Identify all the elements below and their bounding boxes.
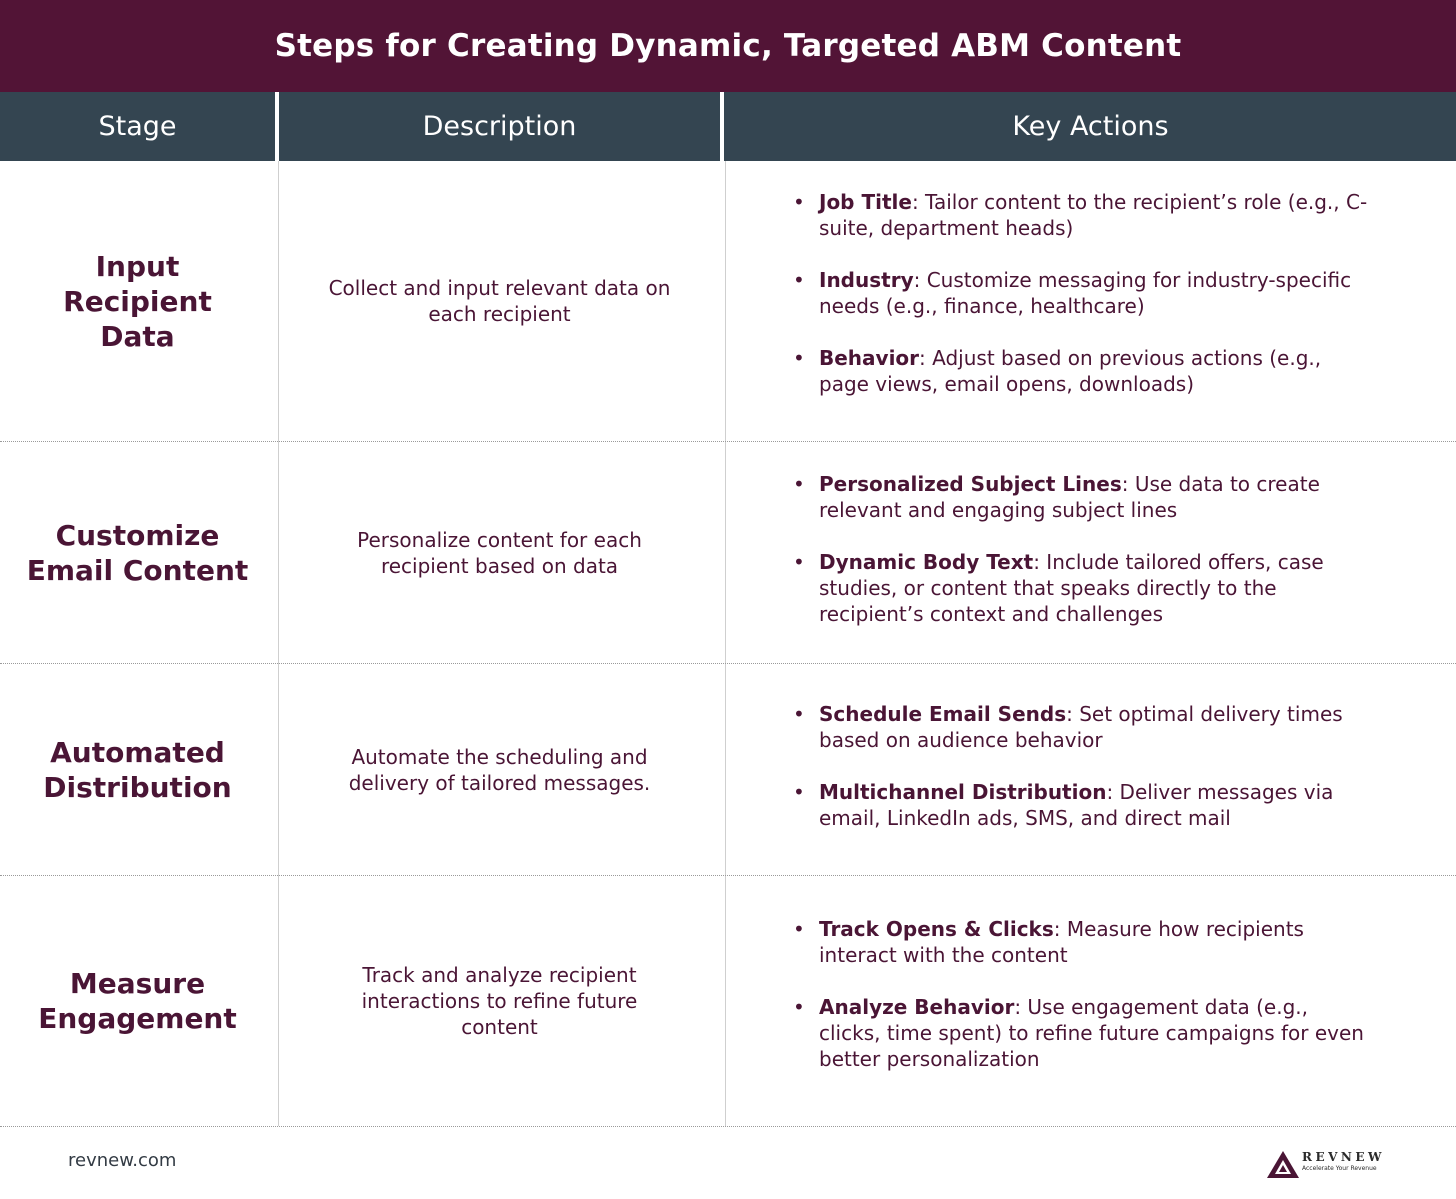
header-description: Description	[422, 111, 577, 142]
key-action-text: Analyze Behavior: Use engagement data (e…	[819, 994, 1373, 1072]
bullet-icon: •	[793, 780, 805, 804]
stage-label-line: Customize	[55, 518, 220, 552]
key-action-item: • Behavior: Adjust based on previous act…	[793, 345, 1373, 397]
key-action-item: • Multichannel Distribution: Deliver mes…	[793, 779, 1373, 831]
key-action-detail: : Use engagement data (e.g., clicks, tim…	[819, 995, 1364, 1071]
bullet-icon: •	[793, 346, 805, 370]
key-action-term: Schedule Email Sends	[819, 702, 1067, 726]
stage-label: Input Recipient Data	[23, 249, 253, 354]
stage-label-line: Email Content	[26, 553, 249, 587]
key-action-item: • Industry: Customize messaging for indu…	[793, 267, 1373, 319]
description-cell: Personalize content for each recipient b…	[279, 442, 720, 663]
table-header: Stage Description Key Actions	[0, 92, 1456, 161]
key-action-text: Job Title: Tailor content to the recipie…	[819, 189, 1373, 241]
stage-label-line: Distribution	[43, 770, 232, 804]
key-action-term: Dynamic Body Text	[819, 550, 1034, 574]
key-action-term: Multichannel Distribution	[819, 780, 1107, 804]
key-action-term: Track Opens & Clicks	[819, 917, 1054, 941]
header-key-actions: Key Actions	[1012, 111, 1169, 142]
footer-url[interactable]: revnew.com	[68, 1150, 177, 1171]
stage-cell: Input Recipient Data	[0, 161, 275, 441]
key-action-term: Behavior	[819, 346, 920, 370]
key-action-term: Industry	[819, 268, 914, 292]
stage-cell: Customize Email Content	[0, 442, 275, 663]
table-row: Input Recipient Data Collect and input r…	[0, 161, 1456, 441]
key-action-term: Personalized Subject Lines	[819, 472, 1122, 496]
logo-wordmark: REVNEW	[1302, 1150, 1386, 1164]
description-cell: Automate the scheduling and delivery of …	[279, 664, 720, 875]
bullet-icon: •	[793, 702, 805, 726]
stage-label-line: Input	[95, 249, 180, 283]
row-divider	[0, 663, 1456, 664]
key-actions-list: • Schedule Email Sends: Set optimal deli…	[793, 701, 1373, 831]
key-action-text: Industry: Customize messaging for indust…	[819, 267, 1373, 319]
revnew-logo: REVNEW Accelerate Your Revenue	[1266, 1149, 1396, 1181]
key-actions-list: • Job Title: Tailor content to the recip…	[793, 189, 1373, 397]
key-action-detail: : Deliver messages via email, LinkedIn a…	[819, 780, 1334, 830]
key-action-item: • Schedule Email Sends: Set optimal deli…	[793, 701, 1373, 753]
column-divider	[278, 161, 279, 1126]
description-cell: Track and analyze recipient interactions…	[279, 876, 720, 1126]
key-action-text: Behavior: Adjust based on previous actio…	[819, 345, 1373, 397]
bullet-icon: •	[793, 190, 805, 214]
description-text: Collect and input relevant data on each …	[328, 276, 671, 326]
row-divider	[0, 1126, 1456, 1127]
key-action-detail: : Set optimal delivery times based on au…	[819, 702, 1343, 752]
header-divider	[720, 92, 724, 161]
stage-cell: Measure Engagement	[0, 876, 275, 1126]
key-action-item: • Job Title: Tailor content to the recip…	[793, 189, 1373, 241]
bullet-icon: •	[793, 917, 805, 941]
description-text: Automate the scheduling and delivery of …	[348, 744, 651, 795]
key-action-item: • Personalized Subject Lines: Use data t…	[793, 471, 1373, 523]
stage-label-line: Recipient Data	[63, 284, 212, 353]
key-action-detail: : Use data to create relevant and engagi…	[819, 472, 1320, 522]
key-actions-list: • Personalized Subject Lines: Use data t…	[793, 471, 1373, 627]
bullet-icon: •	[793, 995, 805, 1019]
key-action-item: • Track Opens & Clicks: Measure how reci…	[793, 916, 1373, 968]
bullet-icon: •	[793, 268, 805, 292]
description-text: Personalize content for each recipient b…	[357, 527, 642, 578]
stage-cell: Automated Distribution	[0, 664, 275, 875]
header-divider	[275, 92, 279, 161]
key-action-text: Dynamic Body Text: Include tailored offe…	[819, 549, 1373, 627]
page-title: Steps for Creating Dynamic, Targeted ABM…	[0, 0, 1456, 92]
table-row: Measure Engagement Track and analyze rec…	[0, 876, 1456, 1126]
description-cell: Collect and input relevant data on each …	[279, 161, 720, 441]
key-action-item: • Analyze Behavior: Use engagement data …	[793, 994, 1373, 1072]
key-action-text: Track Opens & Clicks: Measure how recipi…	[819, 916, 1373, 968]
key-action-text: Schedule Email Sends: Set optimal delive…	[819, 701, 1373, 753]
table-row: Automated Distribution Automate the sche…	[0, 664, 1456, 875]
stage-label: Customize Email Content	[23, 518, 253, 588]
column-divider	[725, 161, 726, 1126]
stage-label-line: Measure	[69, 967, 206, 1000]
key-action-text: Multichannel Distribution: Deliver messa…	[819, 779, 1373, 831]
revnew-logo-icon	[1267, 1151, 1299, 1178]
key-action-detail: : Adjust based on previous actions (e.g.…	[819, 346, 1322, 396]
stage-label-line: Automated	[50, 735, 225, 769]
stage-label: Automated Distribution	[23, 735, 253, 805]
key-actions-list: • Track Opens & Clicks: Measure how reci…	[793, 916, 1373, 1072]
key-action-detail: : Include tailored offers, case studies,…	[819, 550, 1324, 626]
key-action-term: Job Title	[819, 190, 912, 214]
stage-label-line: Engagement	[38, 1002, 237, 1035]
stage-label: Measure Engagement	[23, 966, 253, 1036]
logo-tagline: Accelerate Your Revenue	[1302, 1165, 1377, 1172]
key-action-detail: : Tailor content to the recipient’s role…	[819, 190, 1368, 240]
row-divider	[0, 875, 1456, 876]
table-row: Customize Email Content Personalize cont…	[0, 442, 1456, 663]
key-action-detail: : Measure how recipients interact with t…	[819, 917, 1304, 967]
key-action-text: Personalized Subject Lines: Use data to …	[819, 471, 1373, 523]
key-action-detail: : Customize messaging for industry-speci…	[819, 268, 1352, 318]
key-action-item: • Dynamic Body Text: Include tailored of…	[793, 549, 1373, 627]
bullet-icon: •	[793, 472, 805, 496]
bullet-icon: •	[793, 550, 805, 574]
description-text: Track and analyze recipient interactions…	[361, 963, 638, 1039]
row-divider	[0, 441, 1456, 442]
header-stage: Stage	[98, 111, 177, 142]
key-action-term: Analyze Behavior	[819, 995, 1015, 1019]
